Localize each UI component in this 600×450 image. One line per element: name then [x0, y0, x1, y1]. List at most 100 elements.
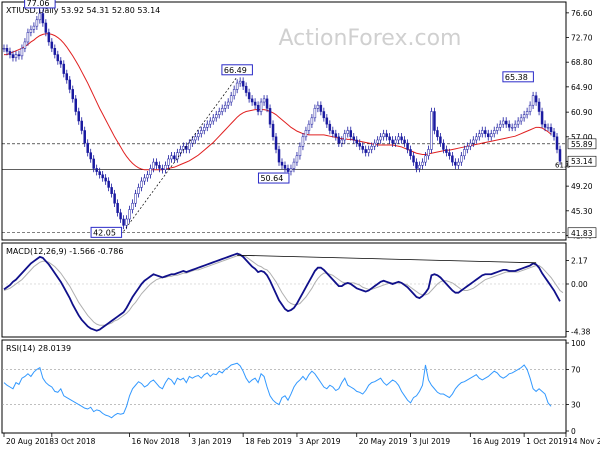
candle-body	[170, 155, 173, 160]
candle-body	[304, 130, 308, 138]
candle-body	[119, 212, 122, 220]
candle-body	[155, 161, 158, 166]
candle-body	[23, 41, 27, 49]
x-tick-label: 3 Oct 2018	[54, 437, 96, 446]
rsi-panel-frame	[1, 339, 567, 434]
candles	[2, 9, 562, 230]
candle-body	[528, 104, 532, 112]
rsi-lines	[2, 362, 566, 419]
candle-body	[47, 32, 51, 43]
candle-body	[343, 133, 347, 141]
candle-body	[510, 127, 514, 129]
candle-body	[525, 111, 529, 115]
candle-body	[433, 111, 436, 131]
candle-body	[400, 136, 403, 141]
candle-body	[546, 127, 550, 129]
candle-body	[77, 111, 80, 122]
candle-body	[286, 168, 290, 172]
candle-body	[50, 41, 54, 49]
macd-panel[interactable]: MACD(12,26,9) -1.566 -0.786 2.17 0.00 -4.3…	[1, 242, 591, 338]
candle-body	[313, 108, 317, 119]
candle-body	[262, 98, 266, 103]
candle-body	[531, 95, 535, 106]
macd-trendline	[237, 254, 537, 264]
macd-line	[3, 252, 561, 332]
candle-body	[460, 155, 463, 163]
price-y-axis: 76.6072.7068.8064.9060.9057.0053.1049.20…	[555, 9, 597, 240]
macd-signal-line	[3, 255, 564, 326]
candle-body	[319, 104, 323, 112]
candle-body	[516, 120, 520, 125]
candle-body	[131, 202, 134, 210]
candle-body	[188, 142, 191, 150]
candle-body	[235, 82, 239, 90]
candle-body	[241, 80, 245, 87]
candle-body	[352, 136, 355, 141]
candle-body	[35, 19, 39, 27]
candle-body	[513, 123, 517, 128]
candle-body	[436, 130, 439, 138]
candle-body	[331, 130, 335, 134]
candle-body	[361, 146, 364, 150]
candle-body	[346, 130, 350, 134]
candle-body	[220, 108, 224, 112]
x-tick-label: 16 Aug 2019	[472, 437, 520, 446]
candle-body	[301, 136, 305, 147]
x-tick-label: 20 Aug 2018	[6, 437, 54, 446]
candle-body	[391, 139, 394, 144]
candle-body	[558, 149, 562, 162]
candle-body	[128, 209, 131, 220]
candle-body	[451, 155, 454, 163]
x-tick-label: 16 Nov 2018	[132, 437, 180, 446]
candle-body	[203, 127, 206, 131]
candle-body	[487, 133, 490, 138]
candle-body	[442, 142, 445, 150]
candle-body	[340, 139, 344, 144]
candle-body	[14, 54, 18, 59]
annotation-label: 65.38	[505, 73, 528, 82]
candle-body	[161, 168, 164, 170]
candle-body	[397, 136, 400, 141]
annotation-box	[502, 71, 534, 83]
price-panel-title: XTIUSD,Daily 53.92 54.31 52.80 53.14	[6, 6, 160, 15]
candle-body	[475, 136, 478, 141]
candle-body	[197, 133, 200, 138]
x-tick-label: 18 Feb 2019	[245, 437, 292, 446]
price-ytick-label: 60.90	[571, 108, 593, 117]
price-ytick-label: 76.60	[571, 9, 593, 18]
candle-body	[226, 101, 230, 106]
last-price-box	[567, 155, 597, 167]
candle-body	[56, 54, 60, 62]
hline-label-box	[567, 138, 597, 150]
candle-body	[481, 130, 484, 134]
candle-body	[125, 218, 128, 226]
annotation-box	[257, 172, 290, 184]
price-ytick-label: 45.30	[571, 207, 593, 216]
candle-body	[59, 60, 63, 65]
candle-body	[421, 161, 424, 166]
x-tick-label: 20 May 2019	[359, 437, 408, 446]
rsi-panel[interactable]: RSI(14) 28.0139 100 70 30 0	[1, 339, 586, 436]
hline-label: 41.83	[571, 229, 593, 238]
candle-body	[457, 161, 460, 166]
candle-body	[427, 149, 430, 157]
x-tick-label: 3 Jul 2019	[413, 437, 451, 446]
candle-body	[158, 165, 161, 169]
candle-body	[146, 174, 149, 179]
candle-body	[310, 117, 314, 125]
candle-body	[549, 127, 553, 133]
candle-body	[552, 131, 556, 138]
candle-body	[167, 158, 170, 166]
candle-body	[409, 149, 412, 157]
candle-body	[122, 218, 125, 226]
price-panel[interactable]: XTIUSD,Daily 53.92 54.31 52.80 53.14 77.…	[1, 0, 597, 241]
candle-body	[307, 123, 311, 131]
candle-body	[507, 123, 511, 128]
price-ytick-label: 72.70	[571, 34, 593, 43]
candle-body	[256, 104, 260, 112]
candle-body	[394, 139, 397, 144]
candle-body	[92, 158, 95, 169]
candle-body	[80, 120, 83, 131]
